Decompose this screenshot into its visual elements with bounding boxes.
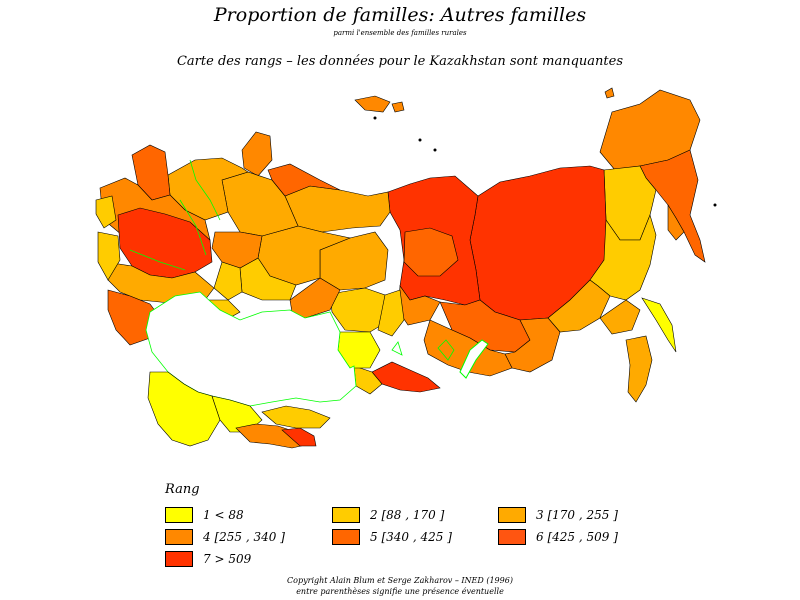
region-turkmenistan	[147, 371, 221, 447]
legend-label: 7 > 509	[203, 552, 252, 566]
legend-swatch	[498, 507, 526, 523]
region-sakhalin	[641, 297, 677, 353]
arctic-island	[373, 116, 377, 120]
legend-label: 1 < 88	[203, 508, 244, 522]
arctic-island	[713, 203, 717, 207]
copyright: Copyright Alain Blum et Serge Zakharov –…	[287, 576, 513, 585]
lake-area	[391, 341, 403, 356]
lake-baikal	[459, 339, 489, 379]
legend-label: 3 [170 , 255 ]	[536, 508, 618, 522]
region-amur	[547, 279, 611, 333]
region-perm	[211, 231, 263, 269]
legend-swatch	[165, 551, 193, 567]
legend-label: 2 [88 , 170 ]	[370, 508, 445, 522]
arctic-island	[433, 148, 437, 152]
arctic-island	[418, 138, 422, 142]
arctic-island	[391, 101, 405, 113]
region-primorye	[625, 335, 653, 403]
region-komi	[221, 171, 299, 237]
region-tyumen	[239, 257, 297, 301]
arctic-island	[604, 87, 615, 99]
region-kamchatka	[639, 149, 706, 263]
region-kemerovo	[377, 289, 405, 337]
map-subtitle: parmi l'ensemble des familles rurales	[333, 29, 467, 37]
region-baltic	[95, 195, 117, 229]
legend-title: Rang	[165, 482, 200, 497]
region-tyva	[371, 361, 441, 393]
region-chita	[504, 317, 561, 373]
legend-swatch	[332, 529, 360, 545]
region-evreiskaya	[599, 299, 641, 335]
region-nenets	[267, 163, 341, 197]
region-sverdlovsk	[213, 261, 243, 301]
region-europe-center	[117, 207, 213, 279]
legend-label: 4 [255 , 340 ]	[203, 530, 285, 544]
footnote: entre parenthèses signifie une présence …	[296, 587, 504, 596]
region-kamchatka-south	[667, 203, 685, 241]
legend-label: 5 [340 , 425 ]	[370, 530, 452, 544]
region-yamal	[284, 185, 391, 233]
legend-swatch	[332, 507, 360, 523]
region-evenkia	[403, 227, 459, 277]
region-tajikistan-east	[281, 427, 317, 447]
region-belarus-ukraine	[97, 231, 121, 281]
legend-swatch	[498, 529, 526, 545]
arctic-island	[241, 131, 273, 177]
legend-swatch	[165, 507, 193, 523]
lake-area	[437, 339, 455, 361]
legend-swatch	[165, 529, 193, 545]
map-caption: Carte des rangs – les données pour le Ka…	[176, 54, 623, 69]
legend-label: 6 [425 , 509 ]	[536, 530, 618, 544]
region-kyrgyzstan	[261, 405, 331, 429]
arctic-island	[354, 95, 391, 113]
map-title: Proportion de familles: Autres familles	[213, 4, 587, 26]
river	[129, 159, 221, 271]
region-buryatia	[423, 319, 513, 377]
